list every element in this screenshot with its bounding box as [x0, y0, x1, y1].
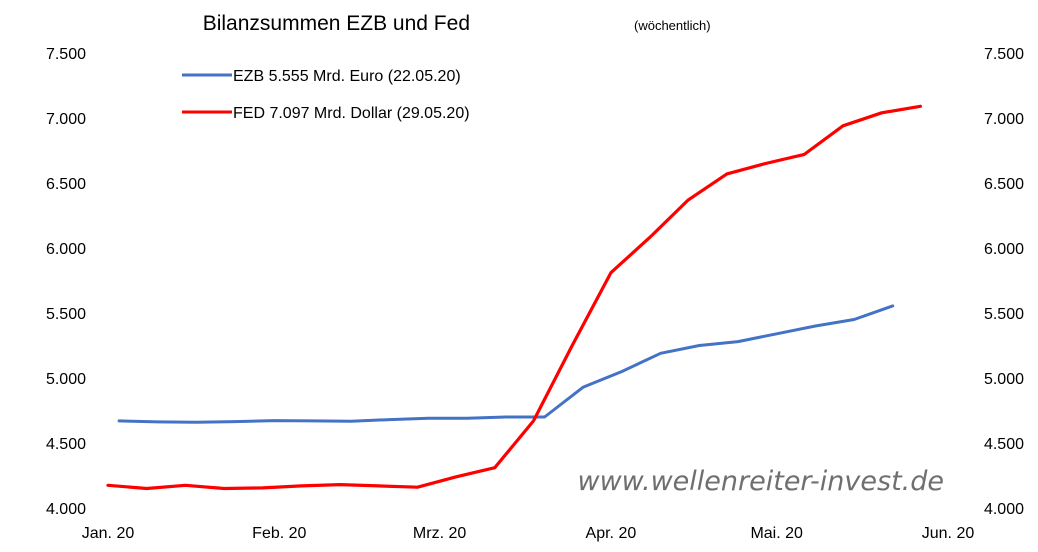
y-tick-label-right: 5.500 [984, 306, 1024, 323]
y-tick-label-left: 6.500 [46, 176, 86, 193]
y-tick-label-right: 4.000 [984, 501, 1024, 518]
right-y-axis: 4.000 4.500 5.000 5.500 6.000 6.500 7.000 7.500 [984, 46, 1024, 518]
y-tick-label-right: 6.500 [984, 176, 1024, 193]
legend-label: FED 7.097 Mrd. Dollar (29.05.20) [233, 105, 470, 122]
series-line-fed [106, 104, 922, 491]
y-tick-label-left: 4.500 [46, 436, 86, 453]
y-tick-label-left: 7.000 [46, 111, 86, 128]
x-axis: Jan. 20 Feb. 20 Mrz. 20 Apr. 20 Mai. 20 Jun. … [82, 525, 975, 542]
legend: EZB 5.555 Mrd. Euro (22.05.20) FED 7.097 … [182, 68, 470, 122]
y-tick-label-right: 7.000 [984, 111, 1024, 128]
left-y-axis: 4.000 4.500 5.000 5.500 6.000 6.500 7.000 7.500 [46, 46, 86, 518]
x-tick-label: Mai. 20 [750, 525, 803, 542]
y-tick-label-right: 6.000 [984, 241, 1024, 258]
x-tick-label: Feb. 20 [252, 525, 306, 542]
x-tick-label: Apr. 20 [586, 525, 637, 542]
y-tick-label-left: 7.500 [46, 46, 86, 63]
y-tick-label-left: 4.000 [46, 501, 86, 518]
y-tick-label-right: 4.500 [984, 436, 1024, 453]
chart-title: Bilanzsummen EZB und Fed [203, 12, 470, 35]
x-tick-label: Jan. 20 [82, 525, 135, 542]
watermark: www.wellenreiter-invest.de [578, 466, 945, 497]
y-tick-label-left: 5.500 [46, 306, 86, 323]
chart-subtitle: (wöchentlich) [634, 18, 711, 33]
series-layer [106, 104, 922, 491]
y-tick-label-left: 6.000 [46, 241, 86, 258]
y-tick-label-right: 7.500 [984, 46, 1024, 63]
y-tick-label-right: 5.000 [984, 371, 1024, 388]
x-tick-label: Jun. 20 [922, 525, 975, 542]
legend-label: EZB 5.555 Mrd. Euro (22.05.20) [233, 68, 461, 85]
x-tick-label: Mrz. 20 [413, 525, 466, 542]
series-line-ezb [117, 304, 895, 424]
y-tick-label-left: 5.000 [46, 371, 86, 388]
